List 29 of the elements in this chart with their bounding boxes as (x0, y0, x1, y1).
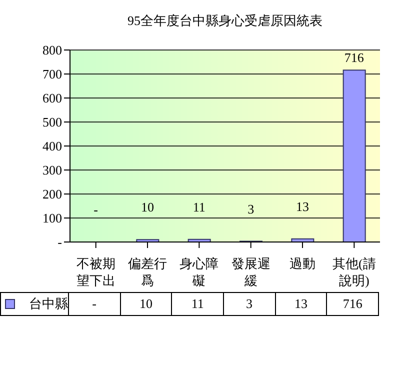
y-tick-label: 500 (42, 114, 62, 130)
data-label: - (69, 292, 121, 316)
y-tick-label: 400 (42, 138, 62, 154)
y-tick-label: - (58, 234, 62, 250)
x-tick-label: 發展遲緩 (231, 256, 270, 288)
x-tick-label: 不被期望下出 (76, 256, 116, 288)
y-tick-label: 100 (42, 210, 62, 226)
data-label: 716 (327, 292, 379, 316)
text: 11 (192, 199, 206, 214)
text: 3 (248, 201, 254, 216)
text: 13 (296, 198, 309, 214)
chart-title: 95全年度台中縣身心受虐原因統表 (126, 12, 324, 30)
data-label: 3 (224, 292, 276, 316)
data-label: 13 (276, 292, 328, 316)
legend-label: 台中縣 (29, 295, 68, 313)
text: 10 (141, 200, 154, 215)
y-tick-label: 200 (42, 186, 62, 202)
y-tick-label: 600 (42, 90, 62, 106)
y-tick-label: 700 (42, 66, 62, 82)
data-label: 11 (172, 292, 224, 316)
x-tick-label: 其他(請說明) (332, 256, 376, 288)
text: 716 (344, 50, 364, 66)
y-tick-label: 800 (42, 42, 62, 58)
data-label: 10 (120, 292, 172, 316)
x-tick-label: 過動 (290, 256, 316, 271)
x-tick-label: 偏差行爲 (128, 256, 167, 288)
y-tick-label: 300 (42, 162, 62, 178)
x-tick-label: 身心障礙 (180, 256, 219, 288)
text: - (94, 202, 98, 217)
